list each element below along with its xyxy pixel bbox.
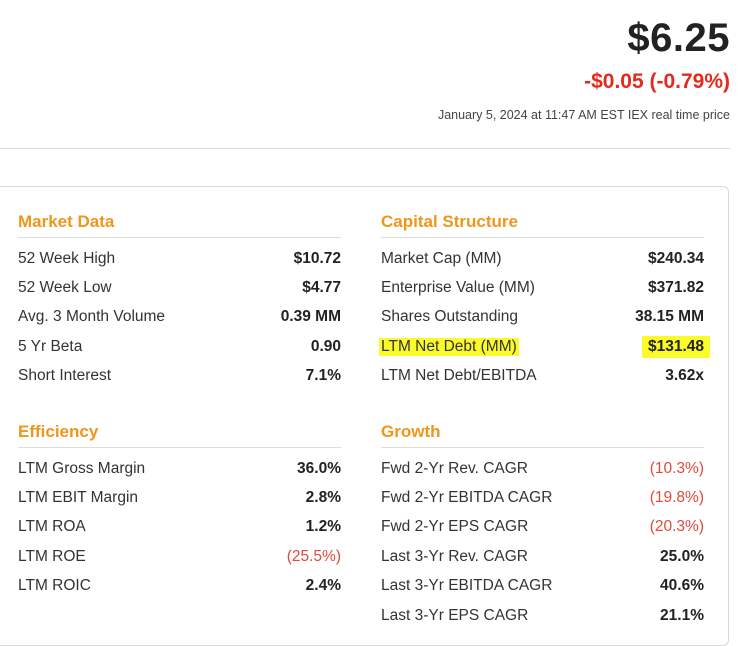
stat-label: Avg. 3 Month Volume: [18, 308, 166, 326]
stat-row-roe: LTM ROE (25.5%): [18, 542, 341, 571]
stat-label: LTM EBIT Margin: [18, 489, 139, 507]
header-divider: [0, 148, 730, 149]
price-change: -$0.05 (-0.79%): [584, 70, 730, 93]
stat-row-roa: LTM ROA 1.2%: [18, 513, 341, 542]
stat-row-fwd-rev-cagr: Fwd 2-Yr Rev. CAGR (10.3%): [381, 454, 704, 483]
stat-row-net-debt-ebitda: LTM Net Debt/EBITDA 3.62x: [381, 362, 704, 391]
stat-row-fwd-eps-cagr: Fwd 2-Yr EPS CAGR (20.3%): [381, 513, 704, 542]
stat-label: Market Cap (MM): [381, 249, 502, 267]
stat-value: 40.6%: [660, 577, 704, 595]
stat-value: 0.39 MM: [280, 308, 341, 326]
stat-label: Shares Outstanding: [381, 308, 519, 326]
stat-label: Fwd 2-Yr EPS CAGR: [381, 518, 529, 536]
stock-price: $6.25: [627, 16, 730, 60]
stat-value: $371.82: [647, 279, 704, 297]
stat-row-last-rev-cagr: Last 3-Yr Rev. CAGR 25.0%: [381, 542, 704, 571]
stat-row-net-debt-highlighted: LTM Net Debt (MM) $131.48: [379, 332, 710, 361]
stat-value: 0.90: [310, 337, 341, 355]
stat-row-avg-volume: Avg. 3 Month Volume 0.39 MM: [18, 303, 341, 332]
stat-row-beta: 5 Yr Beta 0.90: [18, 332, 341, 361]
stat-value: $10.72: [293, 249, 341, 267]
stat-value: 25.0%: [660, 547, 704, 565]
stat-label: 52 Week High: [18, 249, 116, 267]
stat-label: Last 3-Yr Rev. CAGR: [381, 547, 529, 565]
stat-row-last-eps-cagr: Last 3-Yr EPS CAGR 21.1%: [381, 601, 704, 630]
stat-label: Enterprise Value (MM): [381, 279, 535, 297]
stat-label: 5 Yr Beta: [18, 337, 83, 355]
capital-structure-section: Capital Structure Market Cap (MM) $240.3…: [379, 211, 710, 391]
quote-timestamp: January 5, 2024 at 11:47 AM EST IEX real…: [437, 108, 730, 122]
stat-value: 3.62x: [665, 367, 704, 385]
market-data-section: Market Data 52 Week High $10.72 52 Week …: [18, 211, 341, 391]
stat-value: 1.2%: [305, 518, 341, 536]
stat-label: LTM Net Debt/EBITDA: [381, 367, 537, 385]
stock-quote-header: $6.25 -$0.05 (-0.79%) January 5, 2024 at…: [438, 14, 730, 122]
stat-value: 7.1%: [305, 367, 341, 385]
stat-value: 38.15 MM: [635, 308, 704, 326]
stat-row-short-interest: Short Interest 7.1%: [18, 362, 341, 391]
stat-value: 2.8%: [305, 489, 341, 507]
section-title: Market Data: [18, 211, 341, 238]
stat-row-52-week-low: 52 Week Low $4.77: [18, 273, 341, 302]
stat-label: LTM ROA: [18, 518, 86, 536]
stat-value-negative: (10.3%): [649, 459, 704, 477]
efficiency-section: Efficiency LTM Gross Margin 36.0% LTM EB…: [18, 421, 341, 601]
stat-label: 52 Week Low: [18, 279, 112, 297]
stat-label: Fwd 2-Yr EBITDA CAGR: [381, 489, 553, 507]
stat-value-negative: (19.8%): [649, 489, 704, 507]
stat-row-gross-margin: LTM Gross Margin 36.0%: [18, 454, 341, 483]
stat-label: Fwd 2-Yr Rev. CAGR: [381, 459, 528, 477]
stat-value: 21.1%: [660, 606, 704, 624]
stat-value-negative: (25.5%): [286, 547, 341, 565]
stat-value: $240.34: [647, 249, 704, 267]
stat-row-last-ebitda-cagr: Last 3-Yr EBITDA CAGR 40.6%: [381, 572, 704, 601]
section-title: Capital Structure: [381, 211, 704, 238]
stat-value: $4.77: [302, 279, 341, 297]
stat-label: Short Interest: [18, 367, 112, 385]
stat-row-fwd-ebitda-cagr: Fwd 2-Yr EBITDA CAGR (19.8%): [381, 483, 704, 512]
section-title: Growth: [381, 421, 704, 448]
stat-row-shares-outstanding: Shares Outstanding 38.15 MM: [381, 303, 704, 332]
stat-row-enterprise-value: Enterprise Value (MM) $371.82: [381, 273, 704, 302]
stat-value-negative: (20.3%): [649, 518, 704, 536]
stat-value-highlighted: $131.48: [641, 335, 710, 358]
stat-label: Last 3-Yr EBITDA CAGR: [381, 577, 553, 595]
stat-label: LTM ROIC: [18, 577, 91, 595]
stat-row-ebit-margin: LTM EBIT Margin 2.8%: [18, 483, 341, 512]
stat-label-highlighted: LTM Net Debt (MM): [379, 337, 519, 356]
stat-value: 2.4%: [305, 577, 341, 595]
stat-row-52-week-high: 52 Week High $10.72: [18, 244, 341, 273]
stat-label: LTM Gross Margin: [18, 459, 146, 477]
stat-value: 36.0%: [297, 459, 341, 477]
section-title: Efficiency: [18, 421, 341, 448]
stat-label: Last 3-Yr EPS CAGR: [381, 606, 529, 624]
growth-section: Growth Fwd 2-Yr Rev. CAGR (10.3%) Fwd 2-…: [381, 421, 704, 630]
stat-label: LTM ROE: [18, 547, 86, 565]
stat-row-roic: LTM ROIC 2.4%: [18, 572, 341, 601]
stat-row-market-cap: Market Cap (MM) $240.34: [381, 244, 704, 273]
